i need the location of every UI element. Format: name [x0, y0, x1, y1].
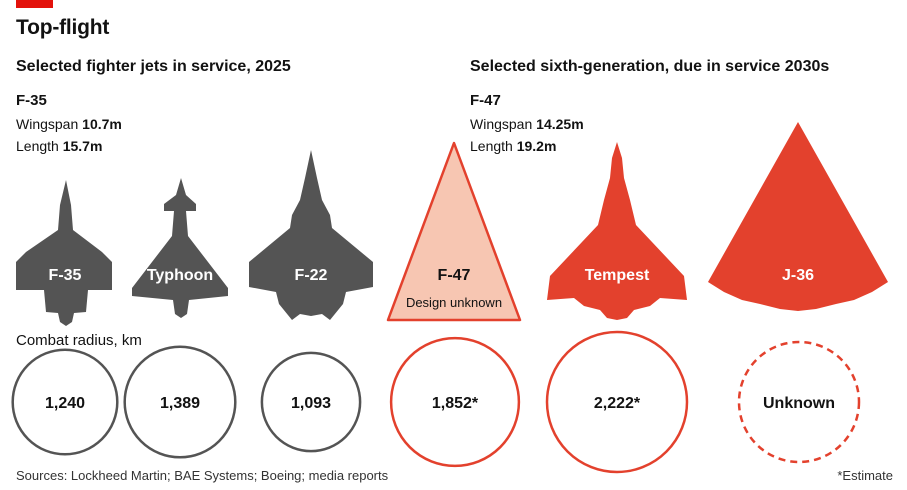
- combat-radius-label: Combat radius, km: [16, 332, 142, 349]
- left-featured-jet: F-35: [16, 92, 47, 109]
- radius-circle-f47: [389, 336, 521, 468]
- right-length-label: Length: [470, 138, 513, 154]
- brand-red-tag: [16, 0, 53, 8]
- jet-sublabel-f47: Design unknown: [406, 295, 502, 310]
- jet-label-typhoon: Typhoon: [147, 267, 213, 284]
- source-note: Sources: Lockheed Martin; BAE Systems; B…: [16, 468, 389, 483]
- left-wingspan-value: 10.7m: [82, 116, 122, 132]
- jet-label-tempest: Tempest: [585, 267, 650, 284]
- f35-silhouette: [16, 180, 112, 326]
- right-subtitle: Selected sixth-generation, due in servic…: [470, 58, 830, 75]
- radius-circle-f22: [260, 351, 362, 453]
- jet-label-j36: J-36: [782, 267, 814, 284]
- chart-title: Top-flight: [16, 16, 110, 39]
- right-featured-jet: F-47: [470, 92, 501, 109]
- f22-silhouette: [249, 150, 373, 320]
- radius-circle-tempest: [545, 330, 689, 474]
- j36-silhouette: [708, 122, 888, 311]
- radius-circle-typhoon: [123, 345, 237, 459]
- left-wingspan-label: Wingspan: [16, 116, 79, 132]
- estimate-footnote: *Estimate: [837, 468, 893, 483]
- radius-circle-j36-unknown: [737, 340, 861, 464]
- radius-circle-f35: [11, 348, 119, 456]
- tempest-silhouette: [547, 142, 687, 320]
- right-length-value: 19.2m: [516, 138, 557, 154]
- right-length: Length 19.2m: [470, 138, 556, 154]
- radius-value-j36: Unknown: [763, 395, 835, 412]
- typhoon-silhouette: [132, 178, 228, 318]
- left-length: Length 15.7m: [16, 138, 102, 154]
- right-wingspan: Wingspan 14.25m: [470, 116, 584, 132]
- radius-value-f35: 1,240: [45, 395, 85, 412]
- jet-label-f22: F-22: [295, 267, 328, 284]
- left-subtitle: Selected fighter jets in service, 2025: [16, 58, 291, 75]
- radius-value-f22: 1,093: [291, 395, 331, 412]
- radius-value-typhoon: 1,389: [160, 395, 200, 412]
- right-wingspan-label: Wingspan: [470, 116, 533, 132]
- radius-value-tempest: 2,222*: [594, 395, 641, 412]
- right-wingspan-value: 14.25m: [536, 116, 584, 132]
- left-length-value: 15.7m: [62, 138, 103, 154]
- jet-label-f47: F-47: [438, 267, 471, 284]
- f47-triangle: [386, 141, 522, 322]
- left-wingspan: Wingspan 10.7m: [16, 116, 122, 132]
- left-length-label: Length: [16, 138, 59, 154]
- jet-label-f35: F-35: [49, 267, 82, 284]
- radius-value-f47: 1,852*: [432, 395, 479, 412]
